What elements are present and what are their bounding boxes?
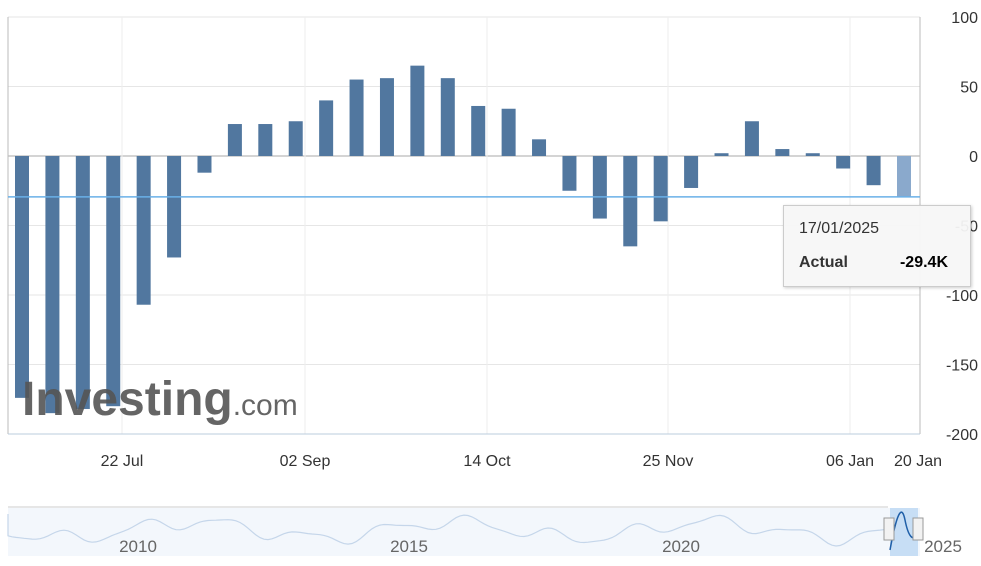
x-tick-label: 14 Oct — [463, 453, 511, 470]
investing-logo: Investing.com — [22, 373, 298, 426]
bar[interactable] — [410, 65, 425, 156]
y-tick-label: 0 — [969, 149, 978, 166]
navigator[interactable] — [8, 508, 920, 556]
bar[interactable] — [532, 139, 547, 156]
bar[interactable] — [684, 156, 699, 188]
bar[interactable] — [653, 156, 668, 222]
y-tick-label: 50 — [960, 80, 978, 97]
navigator-handle[interactable] — [912, 517, 924, 541]
bar[interactable] — [106, 156, 121, 407]
bar[interactable] — [623, 156, 638, 247]
bar[interactable] — [136, 156, 151, 305]
bar[interactable] — [836, 156, 851, 169]
tooltip: 17/01/2025 Actual -29.4K — [783, 205, 971, 287]
bar[interactable] — [440, 78, 455, 156]
navigator-year-label: 2020 — [662, 537, 700, 556]
tooltip-date: 17/01/2025 — [799, 220, 880, 237]
y-tick-label: 100 — [951, 10, 978, 27]
navigator-year-label: 2025 — [924, 537, 962, 556]
bar[interactable] — [379, 78, 394, 156]
bar[interactable] — [866, 156, 881, 186]
y-tick-label: -100 — [946, 288, 978, 305]
navigator-handle[interactable] — [883, 517, 895, 541]
bar[interactable] — [592, 156, 607, 219]
bar[interactable] — [15, 156, 29, 398]
bar[interactable] — [744, 121, 759, 156]
bar[interactable] — [45, 156, 60, 414]
bar[interactable] — [501, 108, 516, 156]
x-tick-label: 22 Jul — [101, 453, 144, 470]
bar[interactable] — [227, 124, 242, 156]
bar[interactable] — [197, 156, 212, 173]
bar[interactable] — [714, 153, 729, 156]
bar[interactable] — [471, 105, 486, 156]
navigator-year-label: 2015 — [390, 537, 428, 556]
x-tick-label: 25 Nov — [643, 453, 694, 470]
bar[interactable] — [75, 156, 90, 409]
bar[interactable] — [258, 124, 273, 156]
x-tick-label: 06 Jan — [826, 453, 874, 470]
tooltip-value: -29.4K — [899, 254, 948, 271]
bar[interactable] — [805, 153, 820, 156]
bar[interactable] — [167, 156, 182, 258]
tooltip-label: Actual — [799, 254, 848, 271]
x-tick-label: 20 Jan — [894, 453, 942, 470]
y-tick-label: -200 — [946, 427, 978, 444]
navigator-year-label: 2010 — [119, 537, 157, 556]
bar[interactable] — [319, 100, 334, 156]
x-tick-label: 02 Sep — [280, 453, 331, 470]
bar[interactable] — [897, 156, 911, 197]
y-tick-label: -150 — [946, 358, 978, 375]
bar[interactable] — [349, 79, 364, 156]
bar[interactable] — [775, 149, 790, 156]
bar[interactable] — [562, 156, 577, 191]
bar[interactable] — [288, 121, 303, 156]
navigator-series — [7, 514, 885, 547]
